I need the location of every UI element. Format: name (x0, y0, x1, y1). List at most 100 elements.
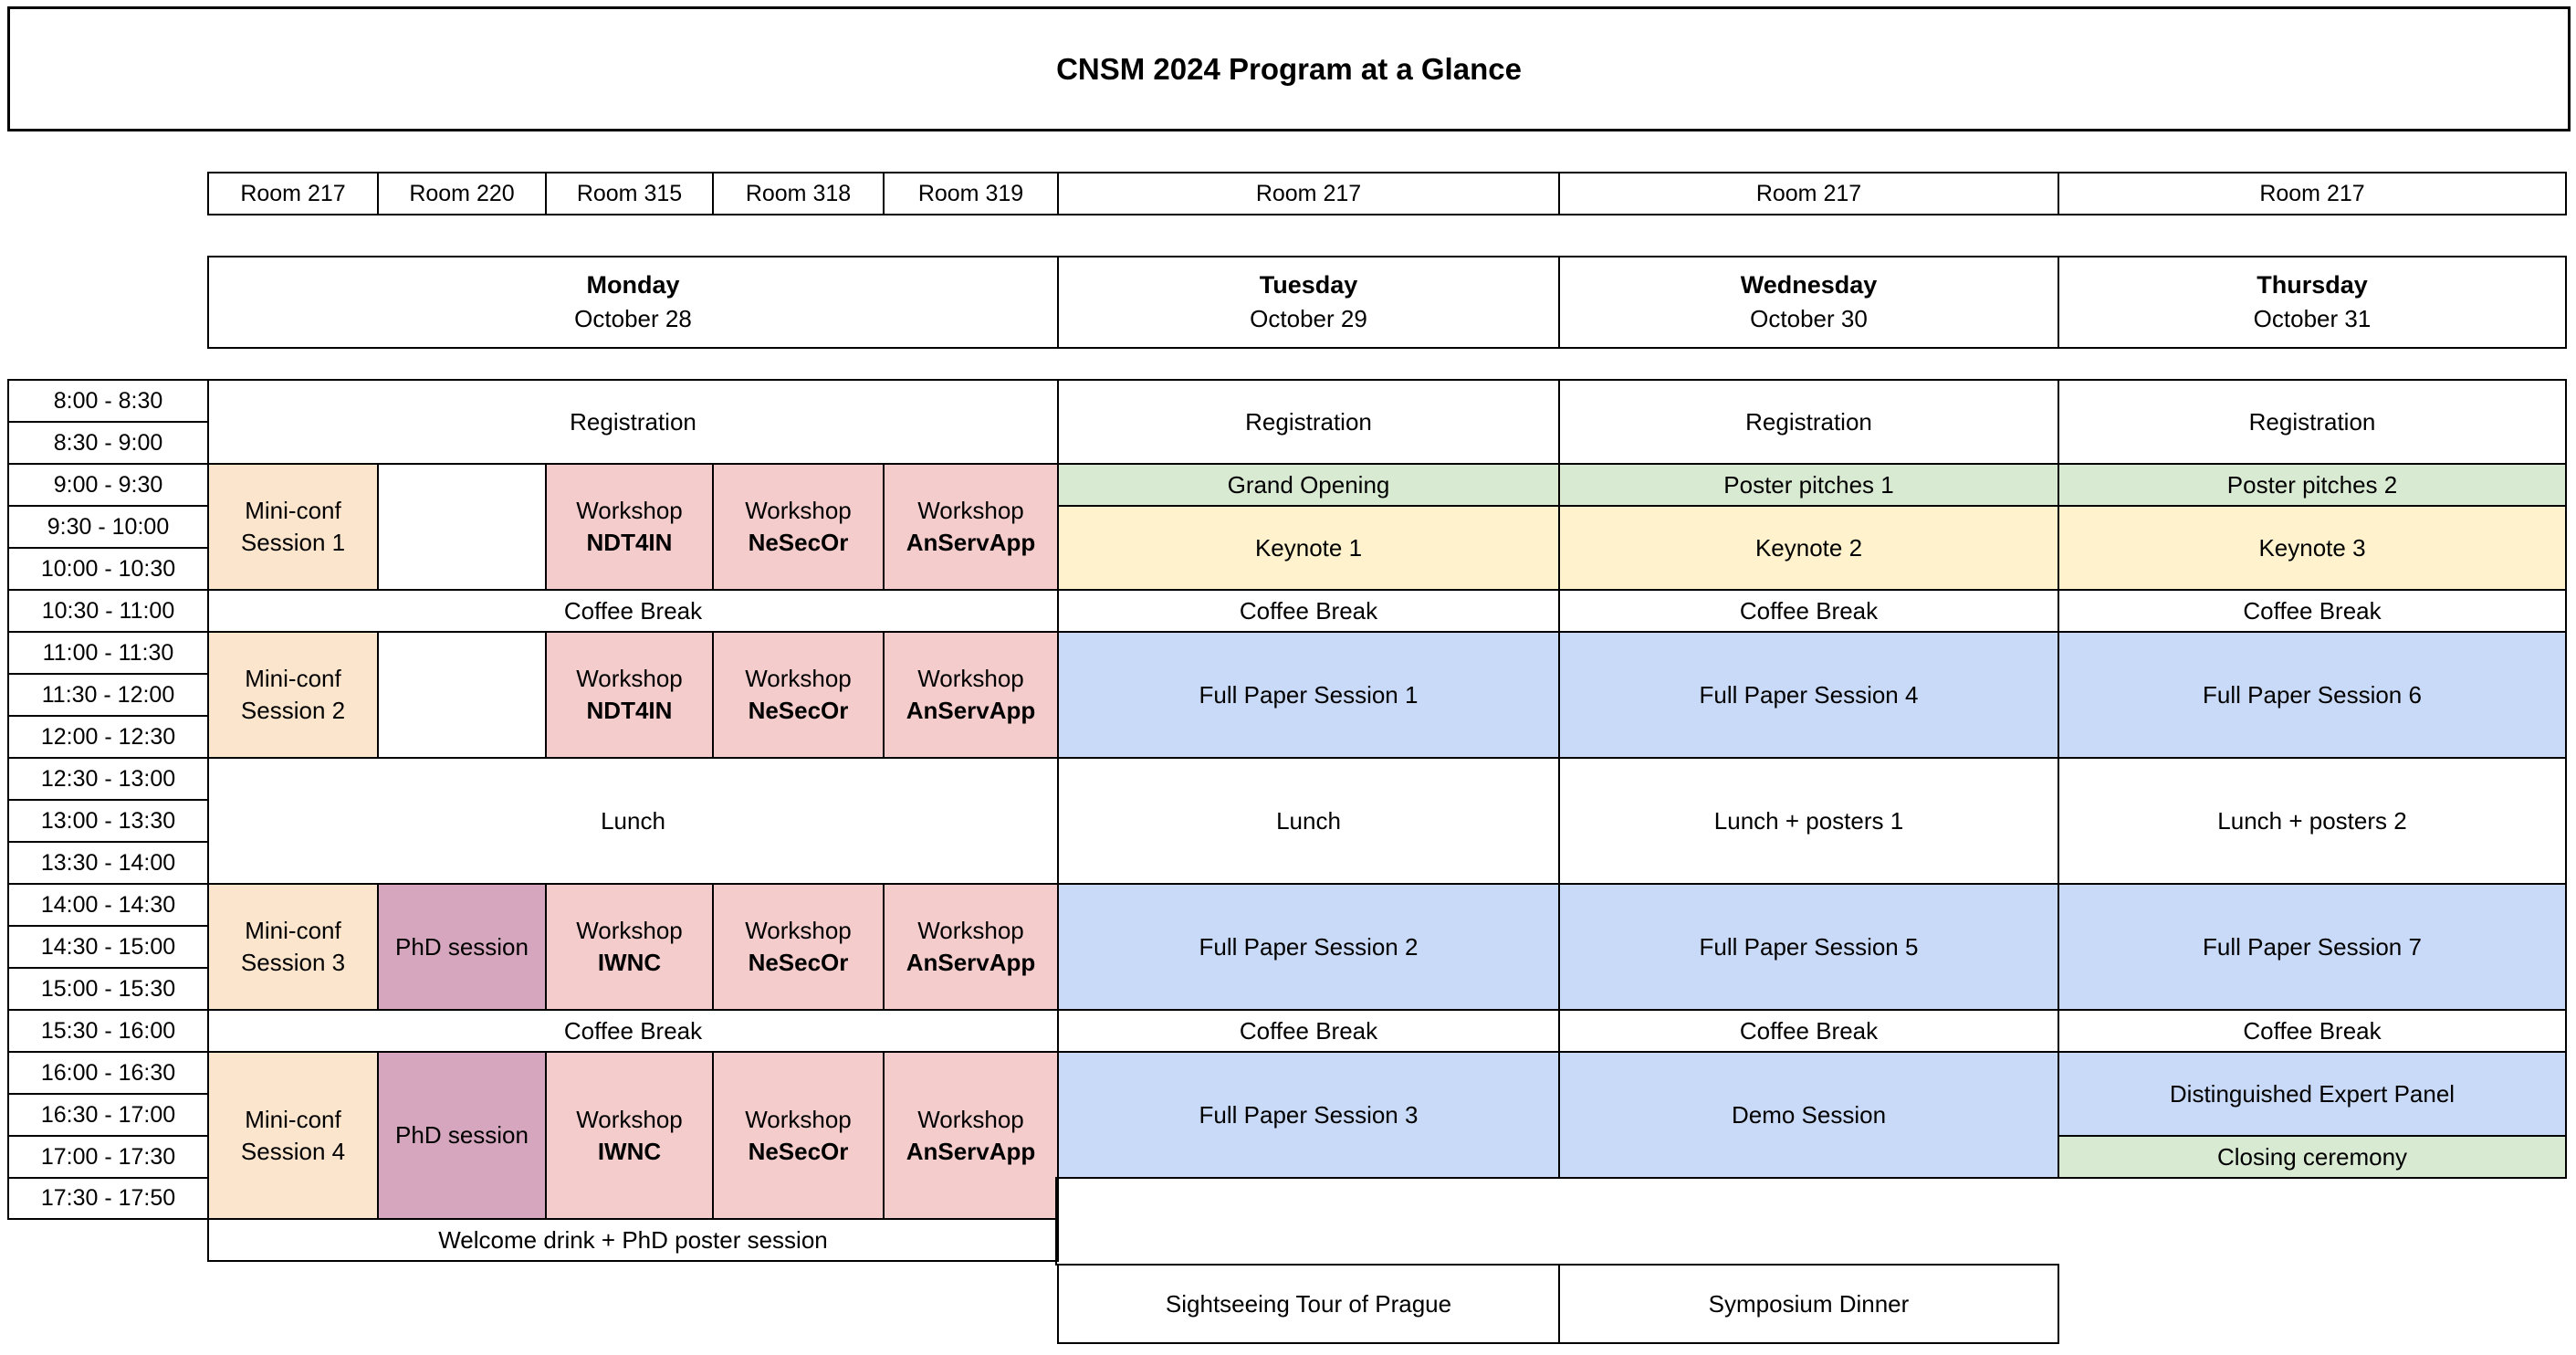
event-lunch-posters-2: Lunch + posters 2 (2058, 757, 2567, 885)
time-slot-13: 14:30 - 15:00 (7, 925, 209, 969)
event-coffee-break-wednesday-pm: Coffee Break (1558, 1009, 2059, 1053)
day-date: October 31 (2253, 305, 2372, 332)
workshop-name: IWNC (597, 1137, 662, 1165)
day-name: Thursday (2257, 271, 2368, 299)
event-mini-conf-session-2: Mini-conf Session 2 (207, 631, 379, 759)
workshop-label: Workshop (576, 917, 683, 944)
event-phd-session-pm1: PhD session (377, 883, 547, 1011)
event-registration-tuesday: Registration (1057, 379, 1560, 465)
event-coffee-break-tuesday-pm: Coffee Break (1057, 1009, 1560, 1053)
time-slot-19: 17:30 - 17:50 (7, 1177, 209, 1220)
event-full-paper-session-3: Full Paper Session 3 (1057, 1051, 1560, 1179)
event-mini-conf-session-3: Mini-conf Session 3 (207, 883, 379, 1011)
workshop-label: Workshop (745, 917, 852, 944)
workshop-name: NeSecOr (748, 529, 849, 556)
event-full-paper-session-6: Full Paper Session 6 (2058, 631, 2567, 759)
event-keynote-3: Keynote 3 (2058, 505, 2567, 591)
event-sightseeing-tour: Sightseeing Tour of Prague (1057, 1264, 1560, 1344)
event-lunch-tuesday: Lunch (1057, 757, 1560, 885)
time-slot-18: 17:00 - 17:30 (7, 1135, 209, 1179)
event-workshop-nesecor-am2: Workshop NeSecOr (712, 631, 885, 759)
event-mini-conf-session-1: Mini-conf Session 1 (207, 463, 379, 591)
day-name: Wednesday (1740, 271, 1878, 299)
workshop-name: AnServApp (906, 697, 1036, 724)
event-workshop-anservapp-am1: Workshop AnServApp (883, 463, 1059, 591)
workshop-label: Workshop (745, 665, 852, 692)
time-slot-6: 11:00 - 11:30 (7, 631, 209, 675)
event-grand-opening: Grand Opening (1057, 463, 1560, 507)
mini-conf-label: Mini-conf (245, 497, 341, 524)
workshop-name: NeSecOr (748, 697, 849, 724)
event-coffee-break-monday-am: Coffee Break (207, 589, 1059, 633)
time-slot-2: 9:00 - 9:30 (7, 463, 209, 507)
workshop-name: AnServApp (906, 949, 1036, 976)
time-slot-8: 12:00 - 12:30 (7, 715, 209, 759)
time-slot-9: 12:30 - 13:00 (7, 757, 209, 801)
room-header-wed-217: Room 217 (1558, 172, 2059, 215)
room-header-mon-220: Room 220 (377, 172, 547, 215)
event-workshop-nesecor-am1: Workshop NeSecOr (712, 463, 885, 591)
event-full-paper-session-1: Full Paper Session 1 (1057, 631, 1560, 759)
time-slot-12: 14:00 - 14:30 (7, 883, 209, 927)
workshop-label: Workshop (576, 497, 683, 524)
time-slot-1: 8:30 - 9:00 (7, 421, 209, 465)
event-welcome-drink-phd-posters: Welcome drink + PhD poster session (207, 1218, 1059, 1262)
time-slot-16: 16:00 - 16:30 (7, 1051, 209, 1095)
workshop-label: Workshop (745, 1105, 852, 1133)
event-coffee-break-thursday-pm: Coffee Break (2058, 1009, 2567, 1053)
event-workshop-ndt4in-am: Workshop NDT4IN (545, 463, 714, 591)
workshop-label: Workshop (917, 497, 1024, 524)
day-name: Monday (586, 271, 680, 299)
workshop-label: Workshop (917, 665, 1024, 692)
workshop-label: Workshop (917, 1105, 1024, 1133)
room-header-mon-315: Room 315 (545, 172, 714, 215)
workshop-name: NeSecOr (748, 1137, 849, 1165)
day-header-monday: Monday October 28 (207, 256, 1059, 349)
event-registration-thursday: Registration (2058, 379, 2567, 465)
time-slot-14: 15:00 - 15:30 (7, 967, 209, 1011)
event-workshop-anservapp-pm1: Workshop AnServApp (883, 883, 1059, 1011)
event-demo-session: Demo Session (1558, 1051, 2059, 1179)
room-header-mon-319: Room 319 (883, 172, 1059, 215)
day-date: October 30 (1750, 305, 1868, 332)
event-workshop-iwnc-pm1: Workshop IWNC (545, 883, 714, 1011)
event-closing-ceremony: Closing ceremony (2058, 1135, 2567, 1179)
event-coffee-break-thursday-am: Coffee Break (2058, 589, 2567, 633)
workshop-label: Workshop (576, 1105, 683, 1133)
time-slot-15: 15:30 - 16:00 (7, 1009, 209, 1053)
event-phd-session-pm2: PhD session (377, 1051, 547, 1220)
event-poster-pitches-1: Poster pitches 1 (1558, 463, 2059, 507)
empty-cell-room220-morning (377, 463, 547, 591)
event-mini-conf-session-4: Mini-conf Session 4 (207, 1051, 379, 1220)
day-header-wednesday: Wednesday October 30 (1558, 256, 2059, 349)
event-registration-monday: Registration (207, 379, 1059, 465)
time-slot-3: 9:30 - 10:00 (7, 505, 209, 549)
session-label: Session 4 (240, 1137, 346, 1165)
event-keynote-1: Keynote 1 (1057, 505, 1560, 591)
room-header-thu-217: Room 217 (2058, 172, 2567, 215)
event-coffee-break-wednesday-am: Coffee Break (1558, 589, 2059, 633)
event-workshop-nesecor-pm2: Workshop NeSecOr (712, 1051, 885, 1220)
event-keynote-2: Keynote 2 (1558, 505, 2059, 591)
event-workshop-iwnc-pm2: Workshop IWNC (545, 1051, 714, 1220)
mini-conf-label: Mini-conf (245, 665, 341, 692)
event-workshop-ndt4in-am2: Workshop NDT4IN (545, 631, 714, 759)
page-title: CNSM 2024 Program at a Glance (7, 6, 2571, 131)
time-slot-0: 8:00 - 8:30 (7, 379, 209, 423)
time-slot-17: 16:30 - 17:00 (7, 1093, 209, 1137)
day-header-thursday: Thursday October 31 (2058, 256, 2567, 349)
mini-conf-label: Mini-conf (245, 917, 341, 944)
event-coffee-break-tuesday-am: Coffee Break (1057, 589, 1560, 633)
time-slot-4: 10:00 - 10:30 (7, 547, 209, 591)
room-header-mon-318: Room 318 (712, 172, 885, 215)
workshop-name: IWNC (597, 949, 662, 976)
event-full-paper-session-7: Full Paper Session 7 (2058, 883, 2567, 1011)
event-poster-pitches-2: Poster pitches 2 (2058, 463, 2567, 507)
workshop-name: AnServApp (906, 1137, 1036, 1165)
day-name: Tuesday (1259, 271, 1358, 299)
event-registration-wednesday: Registration (1558, 379, 2059, 465)
event-full-paper-session-2: Full Paper Session 2 (1057, 883, 1560, 1011)
event-workshop-anservapp-pm2: Workshop AnServApp (883, 1051, 1059, 1220)
day-date: October 28 (574, 305, 692, 332)
